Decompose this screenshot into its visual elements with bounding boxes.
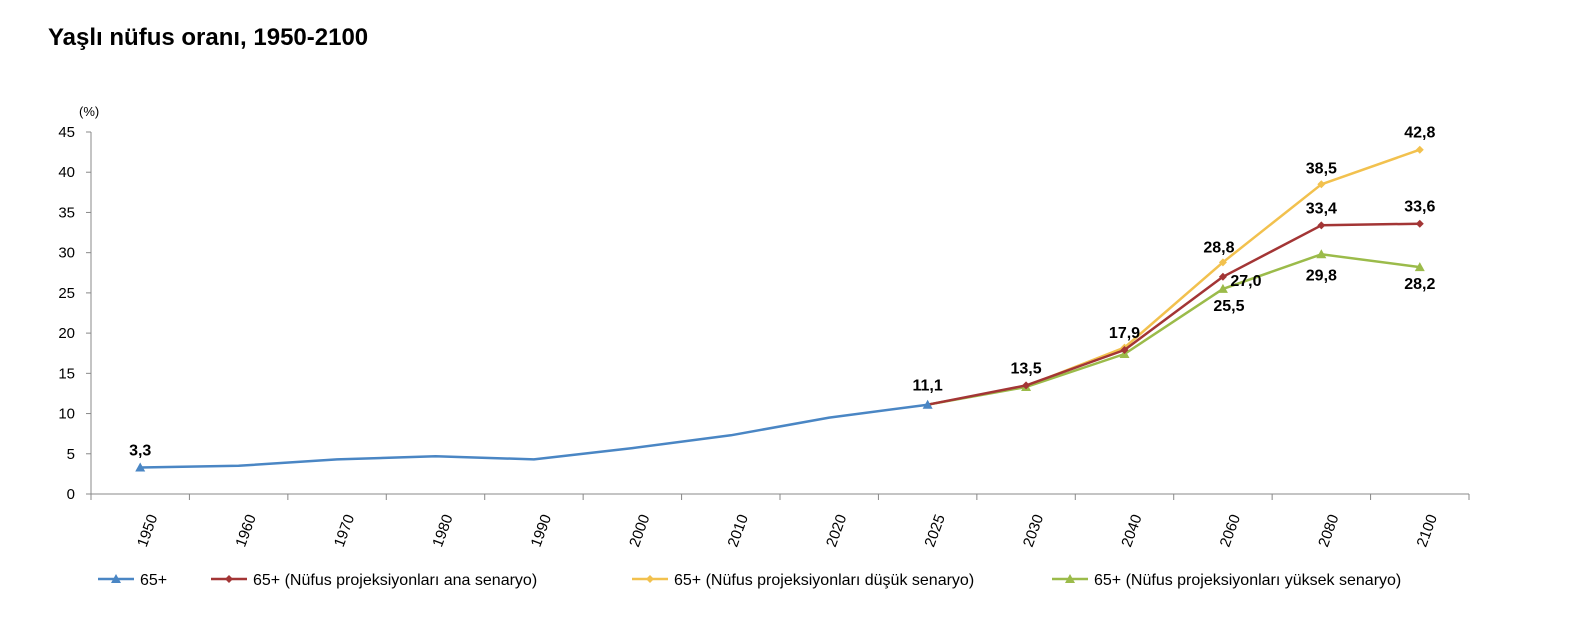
x-tick-label: 2020	[823, 512, 850, 549]
x-tick-label: 2000	[626, 512, 653, 549]
legend-entry: 65+ (Nüfus projeksiyonları düşük senaryo…	[674, 572, 974, 589]
data-point	[1316, 249, 1327, 259]
y-tick-label: 15	[58, 365, 75, 382]
x-tick-label: 2025	[921, 512, 948, 549]
data-label: 13,5	[1011, 360, 1042, 377]
data-label: 38,5	[1306, 160, 1337, 177]
legend-marker	[225, 575, 233, 583]
legend-entry: 65+ (Nüfus projeksiyonları ana senaryo)	[253, 572, 537, 589]
legend-marker	[111, 574, 121, 583]
data-label: 11,1	[913, 378, 943, 395]
y-tick-label: 35	[58, 204, 75, 221]
y-tick-label: 45	[58, 124, 75, 141]
y-tick-label: 10	[58, 406, 75, 423]
legend-entry: 65+	[140, 572, 167, 589]
data-point	[1414, 262, 1425, 272]
data-label: 33,4	[1306, 200, 1337, 217]
data-label: 27,0	[1230, 273, 1261, 290]
data-label: 3,3	[129, 442, 151, 459]
chart-title: Yaşlı nüfus oranı, 1950-2100	[48, 24, 369, 51]
series-line	[927, 148, 1421, 406]
x-tick-label: 1960	[232, 512, 259, 549]
series-line	[927, 253, 1420, 406]
x-tick-label: 2040	[1118, 512, 1145, 549]
series-line	[140, 403, 928, 469]
x-tick-label: 2010	[725, 512, 752, 549]
legend-entry: 65+ (Nüfus projeksiyonları yüksek senary…	[1094, 572, 1401, 589]
x-tick-label: 1980	[429, 512, 456, 549]
x-tick-label: 1990	[528, 512, 555, 549]
x-tick-label: 1970	[331, 512, 358, 549]
data-point	[1120, 346, 1129, 355]
series-line	[927, 222, 1420, 406]
data-label: 33,6	[1404, 199, 1435, 216]
data-point	[1415, 145, 1424, 154]
data-point	[1415, 219, 1424, 228]
legend-marker	[646, 575, 654, 583]
data-label: 28,2	[1404, 276, 1435, 293]
data-label: 25,5	[1213, 298, 1244, 315]
data-label: 28,8	[1203, 239, 1234, 256]
data-point	[1218, 272, 1227, 281]
y-tick-label: 20	[58, 325, 75, 342]
y-axis-unit-label: (%)	[79, 104, 99, 119]
y-tick-label: 30	[58, 245, 75, 262]
data-label: 29,8	[1306, 267, 1337, 284]
data-point	[1217, 283, 1228, 293]
data-label: 42,8	[1404, 125, 1435, 142]
y-tick-label: 0	[67, 486, 75, 503]
data-point	[1022, 381, 1031, 390]
data-point	[1317, 180, 1326, 189]
x-tick-label: 2060	[1217, 512, 1244, 549]
data-point	[135, 462, 146, 472]
data-point	[1218, 258, 1227, 267]
x-tick-label: 2030	[1020, 512, 1047, 549]
y-tick-label: 25	[58, 285, 75, 302]
x-tick-label: 2080	[1315, 512, 1342, 549]
x-tick-label: 1950	[134, 512, 161, 549]
y-tick-label: 5	[67, 446, 75, 463]
data-point	[922, 399, 933, 409]
y-tick-label: 40	[58, 164, 75, 181]
legend-marker	[1065, 574, 1075, 583]
x-tick-label: 2100	[1414, 512, 1441, 549]
data-label: 17,9	[1109, 325, 1140, 342]
data-point	[1317, 221, 1326, 230]
